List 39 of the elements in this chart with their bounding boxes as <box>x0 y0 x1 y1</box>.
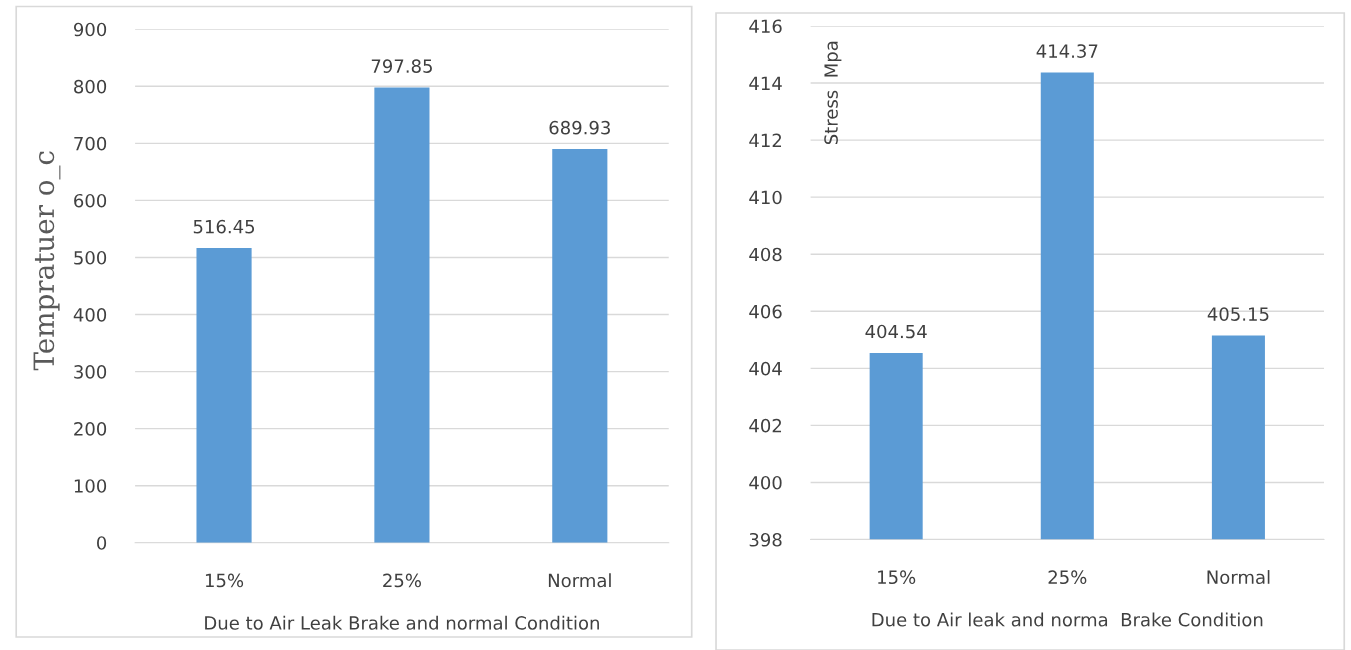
data-label: 405.15 <box>1207 307 1269 321</box>
y-tick-label: 100 <box>74 479 107 493</box>
x-tick-label: 15% <box>205 573 244 588</box>
y-tick-label: 400 <box>73 307 107 322</box>
y-tick-label: 404 <box>749 361 782 376</box>
y-tick-label: 406 <box>749 304 782 319</box>
bar <box>374 87 430 543</box>
y-tick-label: 600 <box>74 193 107 208</box>
y-tick-label: 408 <box>749 247 782 262</box>
x-axis-title: Due to Air Leak Brake and normal Condition <box>205 615 599 630</box>
y-tick-label: 412 <box>749 133 782 147</box>
y-tick-label: 402 <box>749 418 782 433</box>
y-tick-label: 414 <box>749 76 782 90</box>
x-tick-label: 15% <box>878 570 916 585</box>
y-tick-label: 300 <box>74 365 107 379</box>
data-label: 516.45 <box>193 219 255 234</box>
y-tick-label: 500 <box>74 250 107 265</box>
data-label: 404.54 <box>865 324 927 339</box>
y-tick-label: 800 <box>74 79 107 94</box>
bar <box>552 149 608 543</box>
y-tick-label: 700 <box>74 136 107 151</box>
y-tick-label: 200 <box>74 422 107 436</box>
x-tick-label: Normal <box>1207 570 1270 585</box>
y-tick-label: 900 <box>74 22 107 37</box>
y-tick-label: 410 <box>749 190 782 205</box>
x-tick-label: Normal <box>548 573 611 588</box>
y-tick-label: 398 <box>749 532 782 547</box>
data-label: 689.93 <box>549 120 610 135</box>
y-axis-title: Tempratuer o_c <box>33 151 61 371</box>
y-tick-label: 0 <box>97 536 107 550</box>
x-axis-title: Due to Air leak and norma Brake Condition <box>872 612 1263 627</box>
data-label: 414.37 <box>1036 44 1098 58</box>
y-tick-label: 416 <box>749 19 782 34</box>
x-tick-label: 25% <box>1048 570 1087 585</box>
y-axis-title: Stress Mpa <box>824 41 842 145</box>
bar <box>196 248 252 543</box>
y-tick-label: 400 <box>749 475 782 490</box>
x-tick-label: 25% <box>383 573 421 588</box>
data-label: 797.85 <box>371 59 432 73</box>
